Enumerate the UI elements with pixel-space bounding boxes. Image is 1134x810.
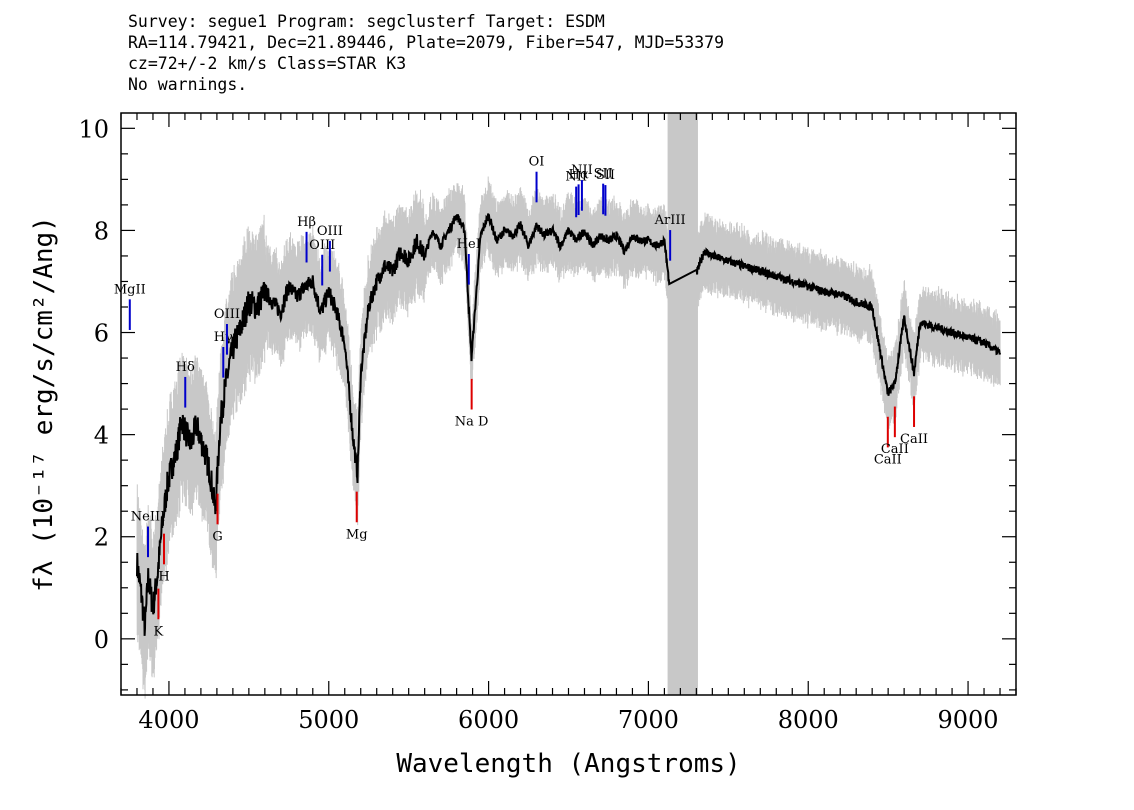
absorption-line-label: G	[212, 529, 222, 544]
y-tick-label: 8	[94, 217, 109, 245]
emission-line-label: Hγ	[214, 330, 233, 345]
absorption-line-label: K	[154, 624, 164, 639]
redshift-class-line: cz=72+/-2 km/s Class=STAR K3	[128, 54, 407, 73]
absorption-line-label: CaII	[874, 452, 902, 467]
coordinates-line: RA=114.79421, Dec=21.89446, Plate=2079, …	[128, 33, 725, 52]
emission-line-label: OIII	[317, 224, 343, 239]
emission-line-label: Hβ	[297, 215, 316, 230]
emission-line-label: Hα	[569, 167, 589, 182]
x-tick-label: 7000	[618, 706, 679, 734]
x-tick-label: 5000	[298, 706, 359, 734]
x-tick-label: 6000	[458, 706, 519, 734]
emission-line-label: NeIII	[131, 510, 165, 525]
x-tick-label: 9000	[938, 706, 999, 734]
flux-error-band	[136, 176, 1001, 699]
y-tick-label: 4	[94, 422, 109, 450]
absorption-line-label: H	[158, 569, 169, 584]
emission-line-label: OIII	[214, 307, 240, 322]
x-axis-title: Wavelength (Angstroms)	[396, 749, 740, 779]
y-tick-label: 10	[78, 115, 109, 143]
masked-region	[667, 113, 698, 695]
warnings-line: No warnings.	[128, 75, 248, 94]
emission-line-label: OI	[529, 155, 545, 170]
flux-line	[136, 213, 1001, 636]
emission-line-label: NII	[571, 163, 593, 178]
x-tick-label: 4000	[138, 706, 199, 734]
emission-line-label: Hδ	[176, 360, 195, 375]
absorption-line-label: Mg	[346, 527, 368, 542]
emission-line-label: ArIII	[654, 213, 686, 228]
emission-line-label: OIII	[309, 238, 335, 253]
y-axis-title: fλ (10⁻¹⁷ erg/s/cm²/Ang)	[29, 216, 59, 592]
emission-line-label: HeI	[457, 237, 481, 252]
y-tick-label: 0	[94, 626, 109, 654]
absorption-line-label: Na D	[455, 415, 489, 430]
error-band-layer	[136, 176, 1001, 699]
emission-line-label: MgII	[114, 282, 146, 297]
absorption-line-label: CaII	[881, 442, 909, 457]
emission-line-label: SII	[594, 167, 613, 182]
spectrum-header: Survey: segue1 Program: segclusterf Targ…	[128, 11, 724, 95]
y-tick-label: 6	[94, 320, 109, 348]
flux-line-layer	[136, 213, 1001, 636]
axis-ticks-layer: 4000 5000 6000 7000 8000 9000 0 2 4 6 8 10	[78, 113, 1017, 734]
absorption-line-label: CaII	[900, 432, 928, 447]
survey-line: Survey: segue1 Program: segclusterf Targ…	[128, 12, 605, 31]
x-tick-label: 8000	[778, 706, 839, 734]
emission-line-label: SII	[596, 168, 615, 183]
y-tick-label: 2	[94, 524, 109, 552]
masked-region-layer	[667, 113, 698, 695]
spectral-lines-layer: MgIINeIIIHδHγOIIIHβOIIIOIIIHeIOINIIHαNII…	[114, 155, 928, 640]
